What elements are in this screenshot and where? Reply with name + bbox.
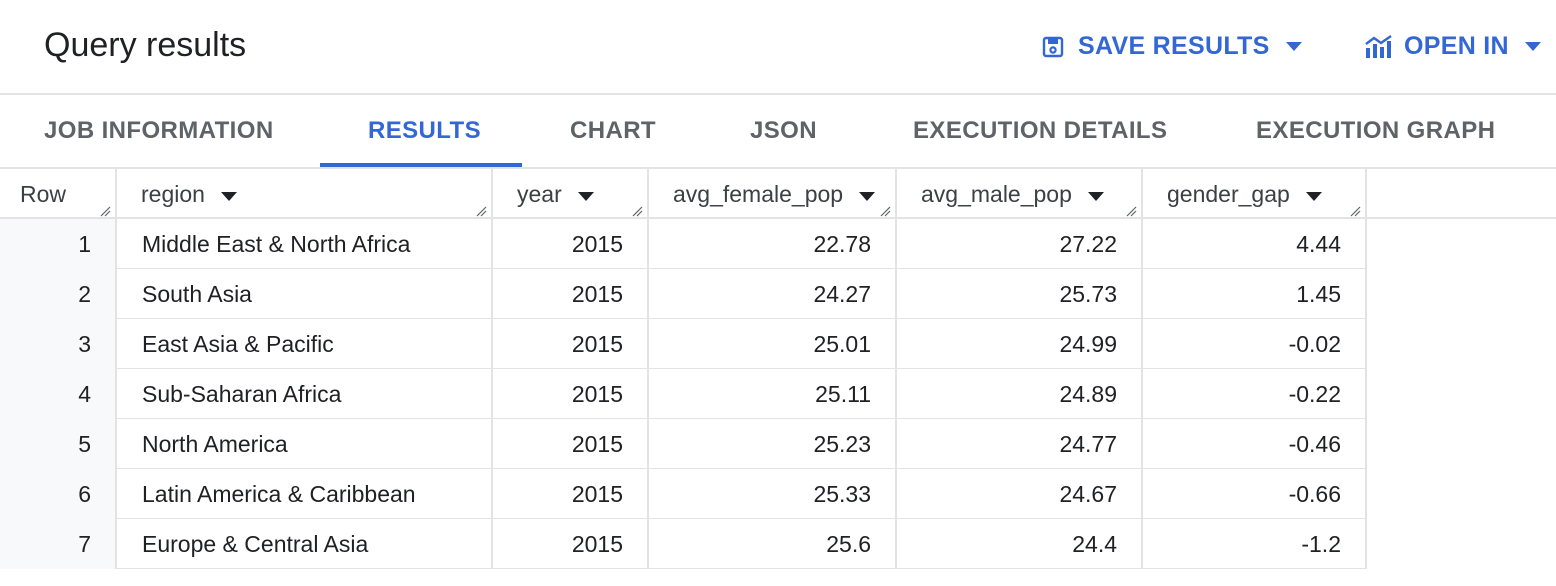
row-number-cell: 2	[0, 269, 117, 319]
sort-menu-icon[interactable]	[220, 181, 237, 208]
column-resize-icon[interactable]	[1349, 205, 1361, 217]
column-resize-icon[interactable]	[99, 205, 111, 217]
table-row: 2 South Asia 2015 24.27 25.73 1.45	[0, 269, 1367, 319]
gender-gap-cell: 1.45	[1143, 269, 1367, 319]
open-in-label: OPEN IN	[1404, 32, 1509, 60]
column-header-avg-female-pop[interactable]: avg_female_pop	[649, 169, 897, 219]
gender-gap-cell: -0.22	[1143, 369, 1367, 419]
year-cell: 2015	[493, 269, 649, 319]
avg-female-pop-cell: 25.6	[649, 519, 897, 569]
sort-menu-icon[interactable]	[1087, 181, 1104, 208]
table-row: 7 Europe & Central Asia 2015 25.6 24.4 -…	[0, 519, 1367, 569]
active-tab-indicator	[320, 163, 522, 167]
page-title: Query results	[44, 26, 247, 64]
region-cell: North America	[117, 419, 493, 469]
tab-results[interactable]: RESULTS	[368, 117, 482, 144]
tab-execution-graph[interactable]: EXECUTION GRAPH	[1256, 117, 1496, 144]
region-cell: South Asia	[117, 269, 493, 319]
gender-gap-cell: -1.2	[1143, 519, 1367, 569]
results-tabs: JOB INFORMATION RESULTS CHART JSON EXECU…	[0, 97, 1556, 169]
avg-female-pop-cell: 22.78	[649, 219, 897, 269]
region-cell: Europe & Central Asia	[117, 519, 493, 569]
year-cell: 2015	[493, 319, 649, 369]
avg-male-pop-cell: 24.4	[897, 519, 1143, 569]
row-number-cell: 7	[0, 519, 117, 569]
gender-gap-cell: -0.46	[1143, 419, 1367, 469]
column-resize-icon[interactable]	[1125, 205, 1137, 217]
row-number-cell: 1	[0, 219, 117, 269]
year-cell: 2015	[493, 219, 649, 269]
year-cell: 2015	[493, 469, 649, 519]
avg-female-pop-cell: 24.27	[649, 269, 897, 319]
region-cell: Latin America & Caribbean	[117, 469, 493, 519]
chart-icon	[1364, 34, 1394, 60]
avg-female-pop-cell: 25.33	[649, 469, 897, 519]
results-header: Query results SAVE RESULTS OPEN IN	[0, 0, 1556, 95]
avg-female-pop-cell: 25.01	[649, 319, 897, 369]
tab-json[interactable]: JSON	[750, 117, 817, 144]
column-header-gender-gap[interactable]: gender_gap	[1143, 169, 1367, 219]
avg-male-pop-cell: 24.77	[897, 419, 1143, 469]
tab-chart[interactable]: CHART	[570, 117, 656, 144]
row-number-cell: 6	[0, 469, 117, 519]
column-header-avg-male-pop[interactable]: avg_male_pop	[897, 169, 1143, 219]
year-cell: 2015	[493, 419, 649, 469]
table-row: 6 Latin America & Caribbean 2015 25.33 2…	[0, 469, 1367, 519]
avg-male-pop-cell: 24.99	[897, 319, 1143, 369]
table-row: 4 Sub-Saharan Africa 2015 25.11 24.89 -0…	[0, 369, 1367, 419]
save-results-label: SAVE RESULTS	[1078, 32, 1270, 60]
avg-male-pop-cell: 24.89	[897, 369, 1143, 419]
gender-gap-cell: -0.66	[1143, 469, 1367, 519]
sort-menu-icon[interactable]	[577, 181, 594, 208]
region-cell: Middle East & North Africa	[117, 219, 493, 269]
chevron-down-icon	[1285, 41, 1302, 52]
row-number-cell: 5	[0, 419, 117, 469]
avg-male-pop-cell: 27.22	[897, 219, 1143, 269]
avg-male-pop-cell: 24.67	[897, 469, 1143, 519]
save-results-button[interactable]: SAVE RESULTS	[1042, 32, 1302, 61]
gender-gap-cell: -0.02	[1143, 319, 1367, 369]
column-resize-icon[interactable]	[631, 205, 643, 217]
avg-female-pop-cell: 25.11	[649, 369, 897, 419]
chevron-down-icon	[1524, 41, 1541, 52]
column-header-row[interactable]: Row	[0, 169, 117, 219]
table-header-row: Row region year avg_female_pop avg_male_…	[0, 169, 1556, 219]
open-in-button[interactable]: OPEN IN	[1364, 32, 1541, 61]
sort-menu-icon[interactable]	[859, 181, 876, 208]
region-cell: East Asia & Pacific	[117, 319, 493, 369]
column-resize-icon[interactable]	[475, 205, 487, 217]
column-header-region[interactable]: region	[117, 169, 493, 219]
row-number-cell: 4	[0, 369, 117, 419]
row-number-cell: 3	[0, 319, 117, 369]
column-resize-icon[interactable]	[879, 205, 891, 217]
year-cell: 2015	[493, 519, 649, 569]
column-header-year[interactable]: year	[493, 169, 649, 219]
tab-job-information[interactable]: JOB INFORMATION	[44, 117, 274, 144]
year-cell: 2015	[493, 369, 649, 419]
gender-gap-cell: 4.44	[1143, 219, 1367, 269]
table-row: 5 North America 2015 25.23 24.77 -0.46	[0, 419, 1367, 469]
table-row: 3 East Asia & Pacific 2015 25.01 24.99 -…	[0, 319, 1367, 369]
region-cell: Sub-Saharan Africa	[117, 369, 493, 419]
tab-execution-details[interactable]: EXECUTION DETAILS	[913, 117, 1168, 144]
avg-male-pop-cell: 25.73	[897, 269, 1143, 319]
avg-female-pop-cell: 25.23	[649, 419, 897, 469]
sort-menu-icon[interactable]	[1305, 181, 1322, 208]
save-icon	[1042, 36, 1064, 58]
table-row: 1 Middle East & North Africa 2015 22.78 …	[0, 219, 1367, 269]
